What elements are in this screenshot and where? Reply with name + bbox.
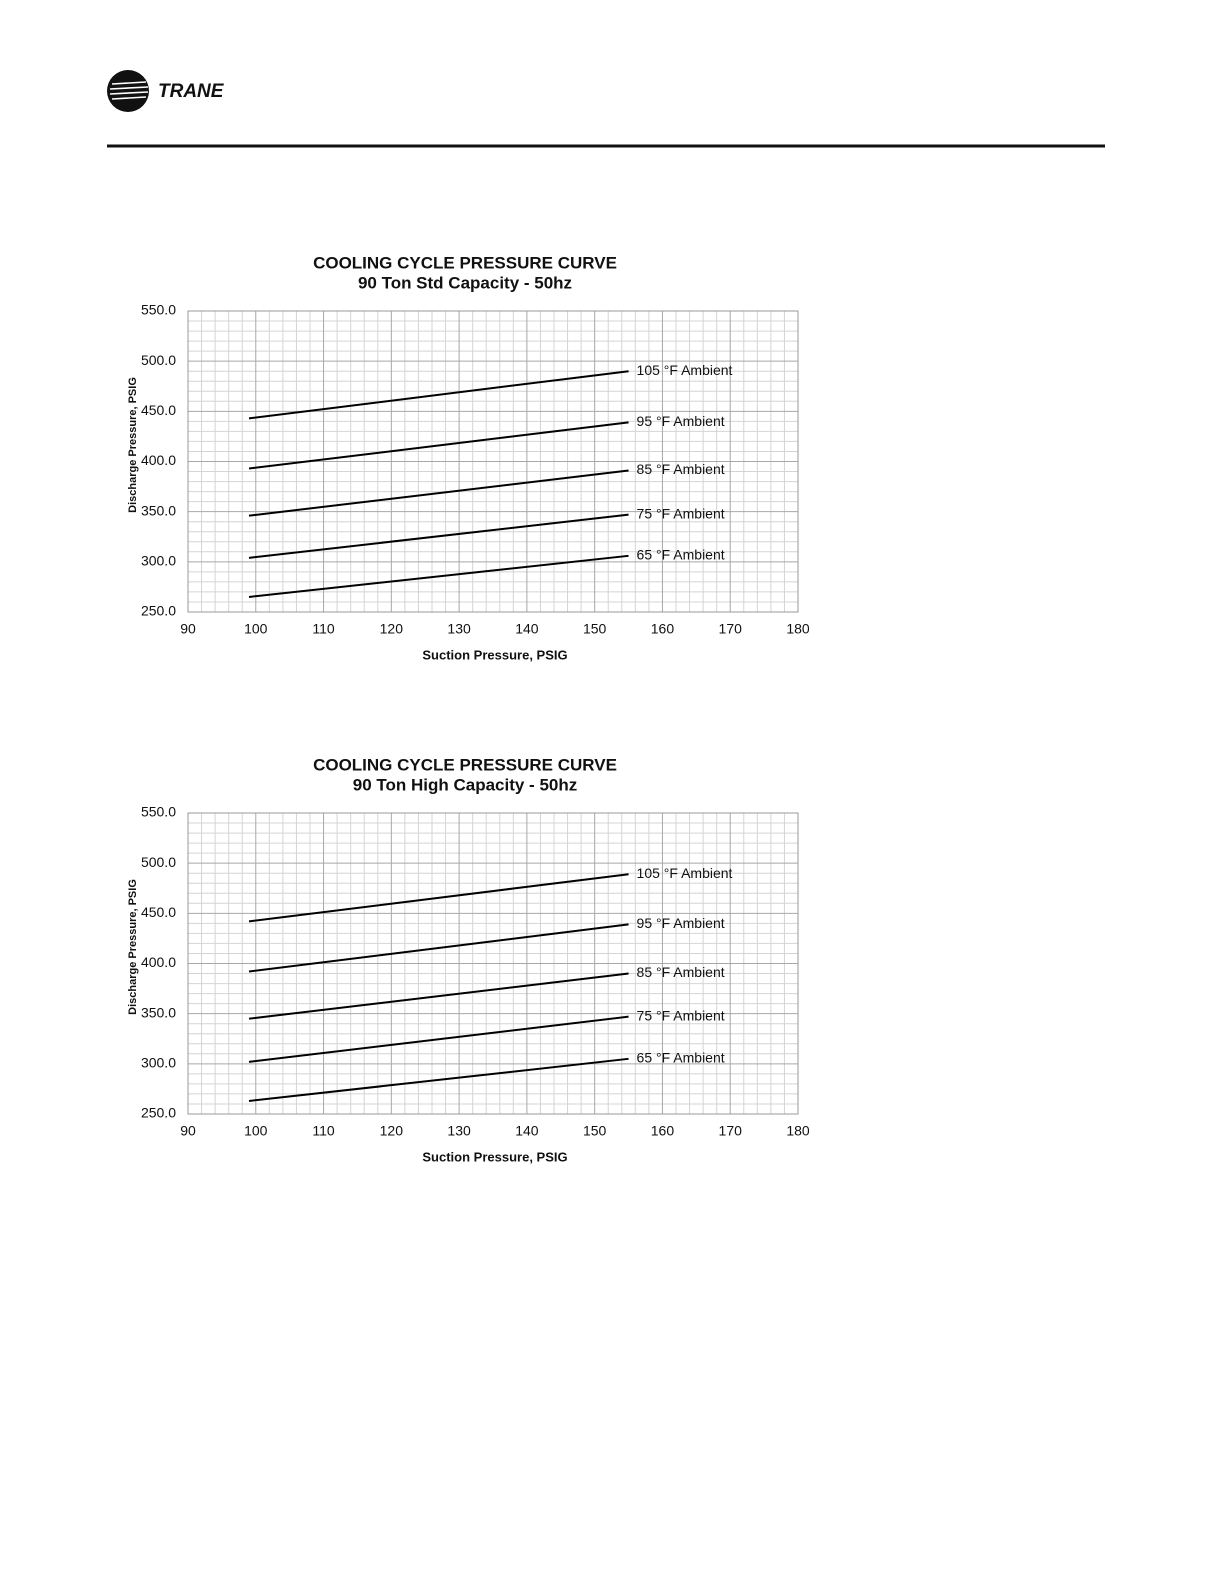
line <box>248 513 629 559</box>
x-tick-label: 150 <box>583 1123 607 1139</box>
series-label: 105 °F Ambient <box>637 865 733 881</box>
y-tick-label: 400.0 <box>141 452 176 468</box>
line <box>248 1015 629 1063</box>
y-tick-label: 550.0 <box>141 804 176 820</box>
x-tick-label: 180 <box>786 621 810 637</box>
x-tick-label: 110 <box>312 621 335 637</box>
y-tick-label: 450.0 <box>141 402 176 418</box>
x-tick-label: 90 <box>180 621 196 637</box>
x-tick-label: 160 <box>651 621 675 637</box>
series-label: 85 °F Ambient <box>637 461 725 477</box>
x-axis-title: Suction Pressure, PSIG <box>422 647 567 662</box>
x-tick-label: 170 <box>719 1123 743 1139</box>
y-tick-label: 350.0 <box>141 1004 176 1020</box>
line <box>248 421 629 470</box>
x-axis-title: Suction Pressure, PSIG <box>422 1149 567 1164</box>
y-tick-label: 350.0 <box>141 502 176 518</box>
series-label: 85 °F Ambient <box>637 964 725 980</box>
y-axis-title: Discharge Pressure, PSIG <box>127 879 139 1015</box>
chart-subtitle: 90 Ton High Capacity - 50hz <box>353 775 578 794</box>
series-label: 95 °F Ambient <box>637 915 725 931</box>
x-tick-label: 90 <box>180 1123 196 1139</box>
line <box>248 554 629 598</box>
y-tick-label: 250.0 <box>141 1105 176 1121</box>
line <box>248 469 629 517</box>
chart-subtitle: 90 Ton Std Capacity - 50hz <box>358 273 572 292</box>
series-label: 75 °F Ambient <box>637 1007 725 1023</box>
line <box>248 923 629 973</box>
x-tick-label: 160 <box>651 1123 675 1139</box>
series-label: 65 °F Ambient <box>637 547 725 563</box>
x-tick-label: 130 <box>447 1123 471 1139</box>
brand: TRANE <box>158 81 225 102</box>
line <box>248 1057 629 1102</box>
x-tick-label: 110 <box>312 1123 335 1139</box>
logo-mark <box>107 70 149 112</box>
y-tick-label: 500.0 <box>141 352 176 368</box>
y-tick-label: 400.0 <box>141 954 176 970</box>
y-tick-label: 300.0 <box>141 1055 176 1071</box>
line <box>248 873 629 923</box>
x-tick-label: 100 <box>244 621 268 637</box>
x-tick-label: 140 <box>515 1123 539 1139</box>
series-label: 65 °F Ambient <box>637 1050 725 1066</box>
x-tick-label: 150 <box>583 621 607 637</box>
y-tick-label: 500.0 <box>141 854 176 870</box>
x-tick-label: 100 <box>244 1123 268 1139</box>
logo: TRANE <box>107 70 225 112</box>
line <box>248 972 629 1020</box>
series-label: 75 °F Ambient <box>637 505 725 521</box>
x-tick-label: 170 <box>719 621 743 637</box>
y-tick-label: 300.0 <box>141 553 176 569</box>
plot-frame <box>187 812 799 1115</box>
x-tick-label: 180 <box>786 1123 810 1139</box>
y-axis-title: Discharge Pressure, PSIG <box>127 377 139 513</box>
plot-frame <box>187 310 799 613</box>
series-label: 105 °F Ambient <box>637 362 733 378</box>
y-tick-label: 550.0 <box>141 302 176 318</box>
series-label: 95 °F Ambient <box>637 413 725 429</box>
x-tick-label: 130 <box>447 621 471 637</box>
x-tick-label: 120 <box>380 1123 404 1139</box>
y-tick-label: 450.0 <box>141 904 176 920</box>
logo-stripes <box>109 81 149 100</box>
chart-title: COOLING CYCLE PRESSURE CURVE <box>313 253 617 272</box>
x-tick-label: 120 <box>380 621 404 637</box>
line <box>248 370 629 420</box>
chart-title: COOLING CYCLE PRESSURE CURVE <box>313 755 617 774</box>
y-tick-label: 250.0 <box>141 603 176 619</box>
x-tick-label: 140 <box>515 621 539 637</box>
